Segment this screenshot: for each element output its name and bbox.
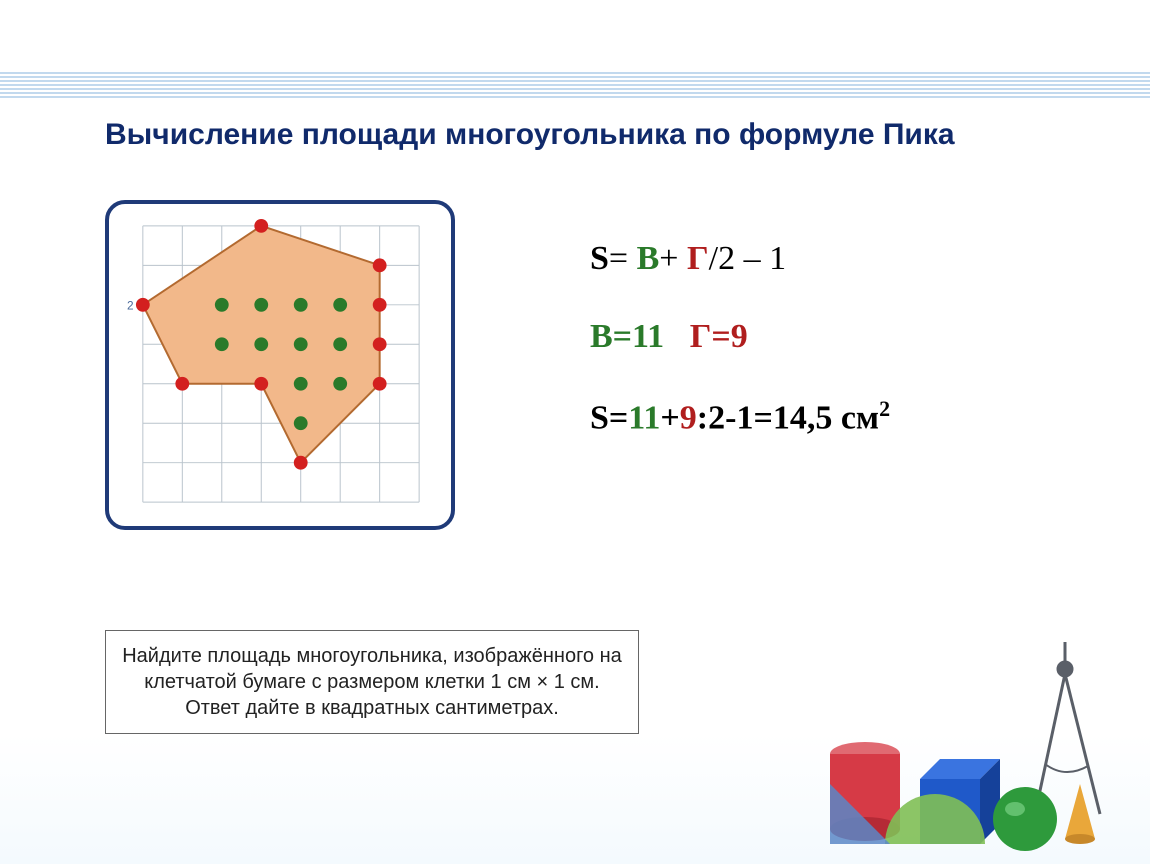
svg-text:2: 2: [127, 299, 134, 313]
formula-result: S=11+9:2-1=14,5 см2: [590, 396, 1110, 437]
result-sup: 2: [879, 396, 890, 421]
formula-main: S= В+ Г/2 – 1: [590, 240, 1110, 278]
result-G: 9: [680, 399, 697, 436]
result-S: S=: [590, 399, 628, 436]
formula-plus: +: [659, 240, 687, 277]
formula-values: В=11 Г=9: [590, 318, 1110, 356]
formula-block: S= В+ Г/2 – 1 В=11 Г=9 S=11+9:2-1=14,5 с…: [590, 240, 1110, 477]
value-G: Г=9: [690, 318, 748, 355]
decorative-shapes: [810, 634, 1130, 854]
slide: { "title": "Вычисление площади многоугол…: [0, 0, 1150, 864]
diagram-card: 2: [105, 200, 455, 530]
decorative-top-band: [0, 72, 1150, 100]
compass-icon: [1035, 642, 1100, 814]
formula-G: Г: [687, 240, 709, 277]
result-plus: +: [660, 399, 679, 436]
sphere-icon: [993, 787, 1057, 851]
formula-S: S: [590, 240, 609, 277]
formula-B: В: [637, 240, 660, 277]
cone-icon: [1065, 784, 1095, 844]
formula-eq: =: [609, 240, 637, 277]
slide-title: Вычисление площади многоугольника по фор…: [105, 118, 1045, 152]
geometry-shapes-icon: [810, 634, 1130, 854]
polygon-grid-diagram: 2: [121, 216, 439, 514]
value-B: В=11: [590, 318, 664, 355]
problem-text-box: Найдите площадь многоугольника, изображё…: [105, 630, 639, 734]
result-rest: :2-1=14,5 см: [697, 399, 879, 436]
result-B: 11: [628, 399, 660, 436]
formula-tail: /2 – 1: [709, 240, 786, 277]
